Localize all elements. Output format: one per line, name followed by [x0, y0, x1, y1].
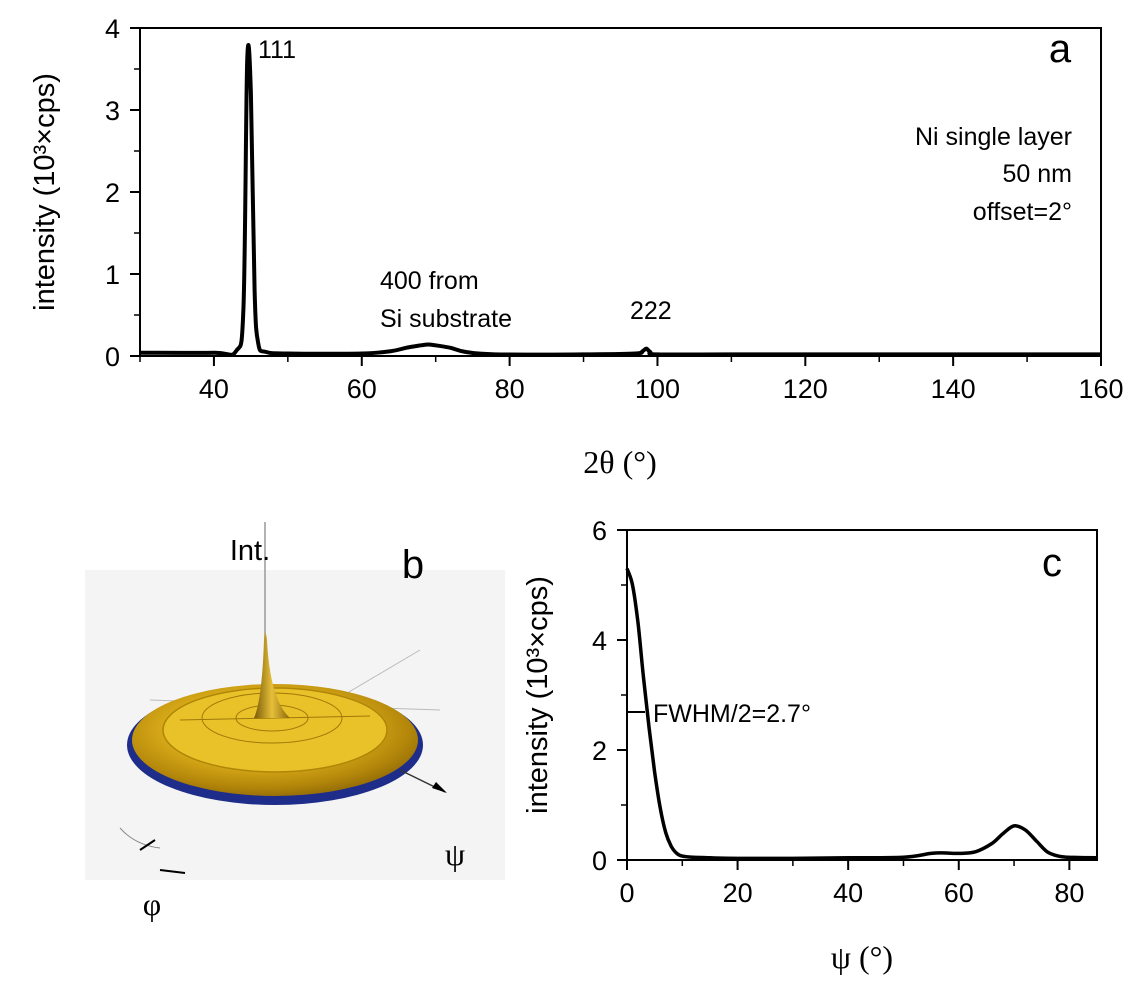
panel-a-series-line — [139, 43, 1101, 357]
c-xtick-label: 20 — [723, 878, 753, 908]
a-xtick-label: 140 — [931, 374, 976, 404]
panel-a-ylabel: intensity (10³×cps) — [29, 73, 61, 311]
surface-inner-ring — [162, 687, 388, 773]
panel-c: 0 20 40 60 80 0 2 4 6 FWHM/2=2.7° ψ (°) intensi… — [522, 516, 1098, 975]
c-xtick-label: 80 — [1054, 878, 1084, 908]
panel-c-series-line — [625, 567, 1098, 861]
panel-a: 40 60 80 100 120 140 160 0 1 2 3 4 2θ (°) intensit… — [29, 14, 1124, 480]
a-xtick-label: 100 — [635, 374, 680, 404]
c-xtick-label: 60 — [944, 878, 974, 908]
a-ytick-label: 0 — [105, 342, 120, 372]
a-xtick-label: 120 — [783, 374, 828, 404]
a-ytick-label: 2 — [105, 178, 120, 208]
info-line1: Ni single layer — [915, 123, 1072, 151]
c-xtick-label: 0 — [619, 878, 634, 908]
panel-b-letter: b — [402, 543, 424, 587]
psi-arrow-icon — [432, 782, 447, 793]
panel-c-frame — [626, 529, 1098, 861]
c-xtick-label: 40 — [833, 878, 863, 908]
info-line2: 50 nm — [1003, 160, 1072, 188]
panel-c-ylabel: intensity (10³×cps) — [522, 576, 554, 814]
si-peak-label-line1: 400 from — [380, 267, 479, 295]
fwhm-label: FWHM/2=2.7° — [653, 700, 811, 728]
panel-b: Int. ψ φ b — [85, 522, 505, 922]
a-ytick-label: 4 — [105, 14, 120, 44]
a-xtick-label: 60 — [347, 374, 377, 404]
surface-peak — [254, 632, 290, 718]
c-ytick-label: 2 — [592, 736, 607, 766]
si-peak-label-line2: Si substrate — [380, 305, 512, 333]
panel-a-xlabel: 2θ (°) — [583, 444, 656, 480]
panel-c-xlabel: ψ (°) — [831, 939, 893, 975]
info-line3: offset=2° — [973, 198, 1072, 226]
phi-label: φ — [143, 886, 161, 922]
int-label: Int. — [230, 535, 270, 567]
phi-arrow-icon — [139, 839, 156, 851]
a-xtick-label: 160 — [1078, 374, 1123, 404]
c-ytick-label: 0 — [592, 846, 607, 876]
phi-arc — [119, 827, 161, 849]
a-xtick-label: 40 — [199, 374, 229, 404]
peak-222-label: 222 — [630, 297, 672, 325]
panel-a-frame — [139, 27, 1102, 357]
a-ytick-label: 1 — [105, 260, 120, 290]
panel-c-letter: c — [1042, 541, 1062, 585]
phi-arrow-icon-2 — [159, 869, 186, 874]
a-ytick-label: 3 — [105, 96, 120, 126]
c-ytick-label: 4 — [592, 626, 607, 656]
psi-label: ψ — [445, 836, 465, 872]
peak-111-label: 111 — [258, 36, 296, 64]
c-ytick-label: 6 — [592, 516, 607, 546]
panel-a-letter: a — [1049, 27, 1072, 71]
a-xtick-label: 80 — [495, 374, 525, 404]
